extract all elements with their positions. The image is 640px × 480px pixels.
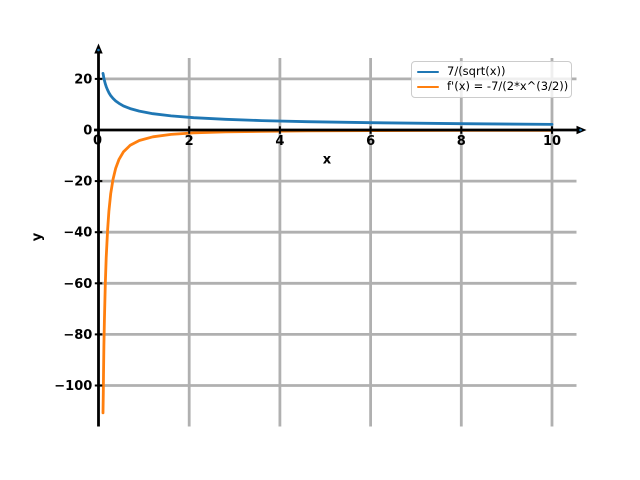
legend-label-fprime: f'(x) = -7/(2*x^(3/2)) (447, 79, 569, 94)
curve-fprime (101, 128, 554, 415)
x-tick-label: 2 (185, 134, 194, 149)
x-arrow-dot (579, 128, 582, 132)
x-axis-label: x (323, 153, 332, 168)
legend-item-f: 7/(sqrt(x)) (417, 64, 566, 79)
y-tick-label: −40 (63, 226, 92, 241)
y-axis-label: y (30, 232, 45, 241)
x-tick-label: 4 (275, 134, 284, 149)
x-tick-label: 0 (93, 134, 102, 149)
y-tick-label: 0 (83, 124, 92, 139)
y-tick-label: −100 (54, 379, 92, 394)
y-arrow-dot (97, 48, 100, 52)
x-tick-label: 6 (366, 134, 375, 149)
x-tick-label: 8 (457, 134, 466, 149)
legend: 7/(sqrt(x)) f'(x) = -7/(2*x^(3/2)) (411, 61, 572, 98)
x-tick-label: 10 (543, 134, 561, 149)
y-tick-label: −20 (63, 175, 92, 190)
curve-f (101, 72, 554, 126)
y-axis-arrowhead (94, 43, 103, 54)
legend-item-fprime: f'(x) = -7/(2*x^(3/2)) (417, 79, 569, 94)
y-tick-label: −80 (63, 328, 92, 343)
legend-line-swatch-orange (417, 85, 439, 88)
legend-line-swatch-blue (417, 71, 439, 74)
y-tick-label: 20 (74, 72, 92, 87)
legend-label-f: 7/(sqrt(x)) (447, 64, 506, 79)
y-tick-label: −60 (63, 277, 92, 292)
